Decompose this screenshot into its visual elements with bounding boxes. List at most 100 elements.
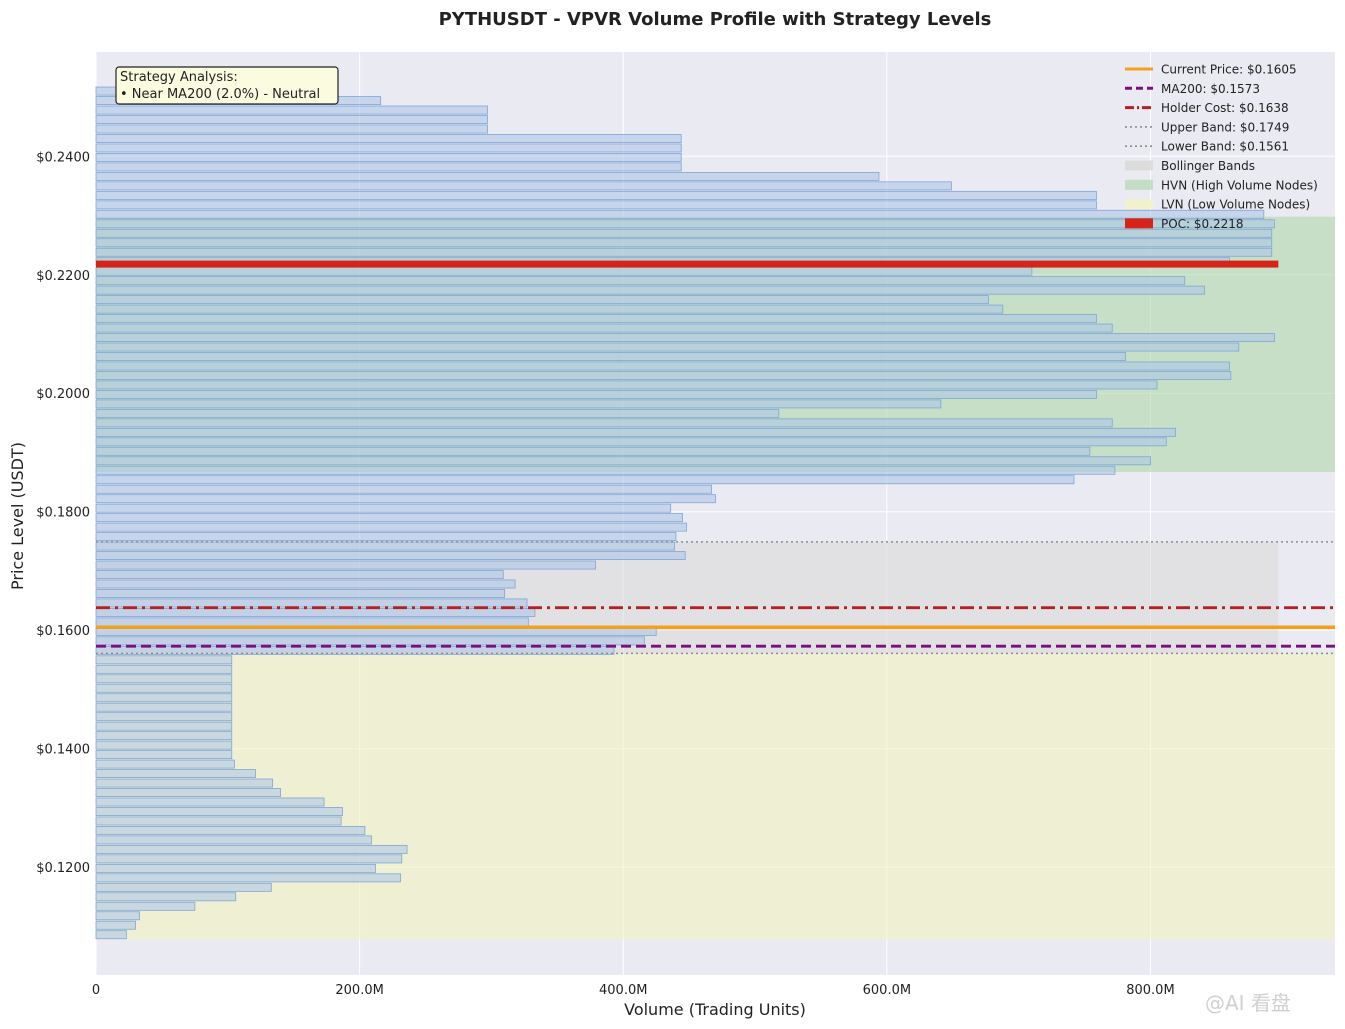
lvn-zone [96, 653, 1335, 940]
volume-bar [95, 664, 233, 674]
volume-bar [95, 380, 1158, 390]
volume-bar [95, 721, 233, 731]
volume-bar [95, 532, 677, 542]
volume-bar [95, 323, 1113, 333]
volume-bar [95, 143, 682, 153]
volume-bar [95, 437, 1167, 447]
legend-swatch [1125, 199, 1153, 210]
volume-bar [95, 759, 235, 769]
volume-bar [95, 750, 233, 760]
volume-bar [95, 266, 1033, 276]
volume-bar [95, 797, 325, 807]
x-tick-label: 0 [92, 983, 100, 998]
volume-bar [95, 683, 233, 693]
volume-bar [95, 617, 529, 627]
y-tick-label: $0.1200 [36, 861, 90, 876]
volume-bar [95, 674, 233, 684]
volume-bar [95, 579, 516, 589]
volume-bar [95, 238, 1273, 248]
volume-bar [95, 882, 272, 892]
volume-bar [95, 826, 366, 835]
volume-bar [95, 560, 596, 570]
volume-bar [95, 513, 683, 523]
legend-label: Upper Band: $0.1749 [1161, 120, 1289, 134]
y-tick-label: $0.1400 [36, 743, 90, 758]
x-tick-label: 800.0M [1126, 983, 1174, 998]
x-axis-ticks: 0 200.0M 400.0M 600.0M 800.0M [92, 983, 1175, 998]
volume-bar [95, 105, 488, 115]
volume-bar [95, 769, 256, 779]
volume-bar [95, 911, 140, 921]
legend-label: Current Price: $0.1605 [1161, 63, 1297, 77]
legend-label: Lower Band: $0.1561 [1161, 140, 1289, 154]
volume-bar [95, 418, 1113, 428]
volume-bar [95, 124, 488, 134]
y-axis-ticks: $0.1200 $0.1400 $0.1600 $0.1800 $0.2000 $0.22… [36, 150, 90, 876]
volume-bar [95, 693, 233, 703]
volume-bar [95, 456, 1151, 466]
volume-bar [95, 115, 488, 124]
volume-bar [95, 854, 403, 864]
volume-bar [95, 541, 676, 551]
legend-label: POC: $0.2218 [1161, 217, 1244, 231]
volume-bar [95, 930, 127, 940]
volume-bar [95, 465, 1116, 475]
strategy-annotation: Strategy Analysis: • Near MA200 (2.0%) -… [115, 66, 339, 105]
volume-bar [95, 171, 880, 181]
volume-bar [95, 134, 682, 143]
volume-bar [95, 247, 1273, 257]
volume-bar [95, 598, 528, 608]
volume-bar [95, 333, 1275, 342]
volume-bar [95, 712, 233, 722]
legend: Current Price: $0.1605 MA200: $0.1573 Hold… [1125, 63, 1318, 231]
legend-label: MA200: $0.1573 [1161, 82, 1260, 96]
annotation-line-2: • Near MA200 (2.0%) - Neutral [120, 87, 320, 102]
volume-bar [95, 807, 343, 816]
legend-swatch [1125, 160, 1153, 171]
annotation-box [115, 66, 339, 105]
volume-bar [95, 295, 989, 305]
volume-bar [95, 873, 401, 883]
y-tick-label: $0.1800 [36, 506, 90, 521]
volume-bar [95, 219, 1275, 229]
volume-bar [95, 503, 672, 513]
volume-bar [95, 731, 233, 741]
x-tick-label: 600.0M [863, 983, 911, 998]
volume-bar [95, 522, 687, 532]
x-tick-label: 200.0M [335, 983, 383, 998]
legend-label: LVN (Low Volume Nodes) [1161, 198, 1310, 212]
legend-label: Bollinger Bands [1161, 159, 1255, 173]
x-axis-label: Volume (Trading Units) [624, 1000, 806, 1019]
poc-bar [96, 260, 1279, 268]
volume-bar [95, 352, 1126, 361]
volume-bar [95, 276, 1186, 286]
volume-bar [95, 209, 1265, 219]
level-lines [96, 541, 1335, 655]
volume-bar [95, 304, 1004, 314]
volume-bar [95, 835, 372, 845]
chart-title: PYTHUSDT - VPVR Volume Profile with Stra… [439, 9, 992, 30]
volume-bar [95, 740, 233, 750]
volume-bar [95, 475, 1075, 485]
watermark-text: @AI 看盘 [1205, 991, 1291, 1015]
volume-bar [95, 901, 196, 911]
volume-bar [95, 892, 237, 902]
legend-label: HVN (High Volume Nodes) [1161, 178, 1318, 192]
volume-bar [95, 361, 1230, 371]
volume-bar [95, 389, 1097, 399]
volume-bar [95, 314, 1097, 324]
legend-label: Holder Cost: $0.1638 [1161, 101, 1289, 115]
volume-bar [95, 427, 1176, 437]
volume-bar [95, 494, 716, 504]
volume-bar [95, 162, 682, 172]
volume-bar [95, 153, 682, 162]
y-tick-label: $0.2400 [36, 150, 90, 165]
y-axis-label: Price Level (USDT) [8, 442, 27, 590]
volume-bar [95, 816, 342, 826]
volume-bar [95, 920, 136, 930]
volume-bar [95, 408, 780, 418]
volume-bar [95, 190, 1097, 200]
volume-bar [95, 285, 1205, 295]
volume-bar [95, 589, 506, 598]
